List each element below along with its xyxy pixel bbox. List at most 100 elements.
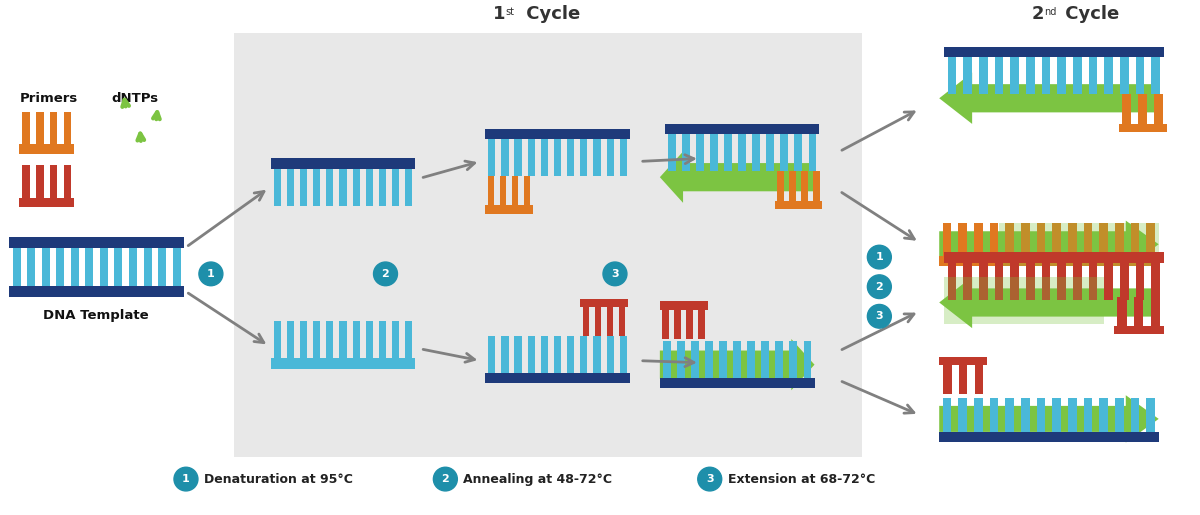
Bar <box>144 248 151 286</box>
Circle shape <box>868 275 892 299</box>
Bar <box>943 398 952 432</box>
Bar <box>23 112 30 144</box>
Bar <box>158 248 166 286</box>
Bar <box>990 398 998 432</box>
Bar <box>64 165 71 198</box>
Bar <box>1139 94 1147 124</box>
Bar <box>50 112 58 144</box>
Bar <box>1073 263 1081 300</box>
Bar <box>512 176 518 205</box>
Bar <box>64 112 71 144</box>
FancyArrow shape <box>940 395 1159 442</box>
Bar <box>959 398 967 432</box>
Bar <box>738 134 746 171</box>
Bar <box>541 336 548 373</box>
Circle shape <box>199 262 223 286</box>
Bar <box>271 159 415 169</box>
Bar <box>719 341 727 378</box>
Bar <box>1057 263 1066 300</box>
Text: 2: 2 <box>1032 5 1044 23</box>
Bar <box>1120 263 1129 300</box>
Bar <box>488 139 496 176</box>
Bar <box>698 310 704 339</box>
Bar <box>271 358 415 369</box>
Bar <box>1154 94 1163 124</box>
Bar <box>1152 57 1160 94</box>
Bar <box>502 336 509 373</box>
Bar <box>274 169 281 206</box>
Bar <box>1006 222 1014 256</box>
Bar <box>524 176 530 205</box>
Bar <box>485 129 630 139</box>
Bar <box>974 365 984 394</box>
Bar <box>662 310 670 339</box>
Bar <box>580 299 628 307</box>
Bar <box>1010 263 1019 300</box>
Bar <box>1052 398 1061 432</box>
Bar <box>990 222 998 256</box>
Bar <box>1117 297 1127 326</box>
Bar <box>114 248 122 286</box>
Text: Extension at 68-72°C: Extension at 68-72°C <box>727 473 875 486</box>
Bar <box>677 341 685 378</box>
Bar <box>710 134 718 171</box>
Bar <box>340 321 347 358</box>
Bar <box>234 33 863 457</box>
Bar <box>780 134 788 171</box>
Bar <box>71 248 79 286</box>
Bar <box>660 301 708 310</box>
Bar <box>392 321 400 358</box>
Bar <box>1068 398 1076 432</box>
Bar <box>85 248 94 286</box>
Bar <box>541 139 548 176</box>
Bar <box>1104 263 1114 300</box>
Bar <box>1037 222 1045 256</box>
Circle shape <box>433 467 457 491</box>
Circle shape <box>602 262 626 286</box>
Bar <box>752 134 760 171</box>
Bar <box>619 336 626 373</box>
Bar <box>775 341 784 378</box>
Bar <box>948 263 956 300</box>
Bar <box>502 139 509 176</box>
Bar <box>804 341 811 378</box>
Bar <box>554 336 562 373</box>
Bar <box>964 263 972 300</box>
Bar <box>1122 94 1132 124</box>
Bar <box>1152 263 1160 300</box>
Bar <box>974 222 983 256</box>
Bar <box>1042 263 1050 300</box>
Bar <box>300 321 307 358</box>
Bar <box>943 222 952 256</box>
Bar <box>959 365 967 394</box>
Text: DNA Template: DNA Template <box>43 310 149 322</box>
Bar <box>665 124 820 134</box>
Bar <box>1068 222 1076 256</box>
Bar <box>1026 57 1034 94</box>
Bar <box>581 336 588 373</box>
Bar <box>814 171 820 200</box>
Bar <box>340 169 347 206</box>
Bar <box>1115 222 1123 256</box>
Bar <box>790 171 796 200</box>
Bar <box>353 169 360 206</box>
Bar <box>42 248 49 286</box>
Bar <box>944 47 1164 57</box>
Bar <box>1037 398 1045 432</box>
Bar <box>300 169 307 206</box>
Text: nd: nd <box>1044 7 1056 18</box>
Bar <box>326 321 334 358</box>
Bar <box>686 310 694 339</box>
Text: 1: 1 <box>493 5 505 23</box>
Bar <box>1134 297 1144 326</box>
Bar <box>995 263 1003 300</box>
Text: Cycle: Cycle <box>520 5 581 23</box>
Bar <box>379 169 386 206</box>
Bar <box>1120 57 1129 94</box>
Bar <box>379 321 386 358</box>
Bar <box>940 256 1159 266</box>
Bar <box>1021 222 1030 256</box>
Bar <box>1115 398 1123 432</box>
Bar <box>790 341 797 378</box>
Bar <box>691 341 698 378</box>
